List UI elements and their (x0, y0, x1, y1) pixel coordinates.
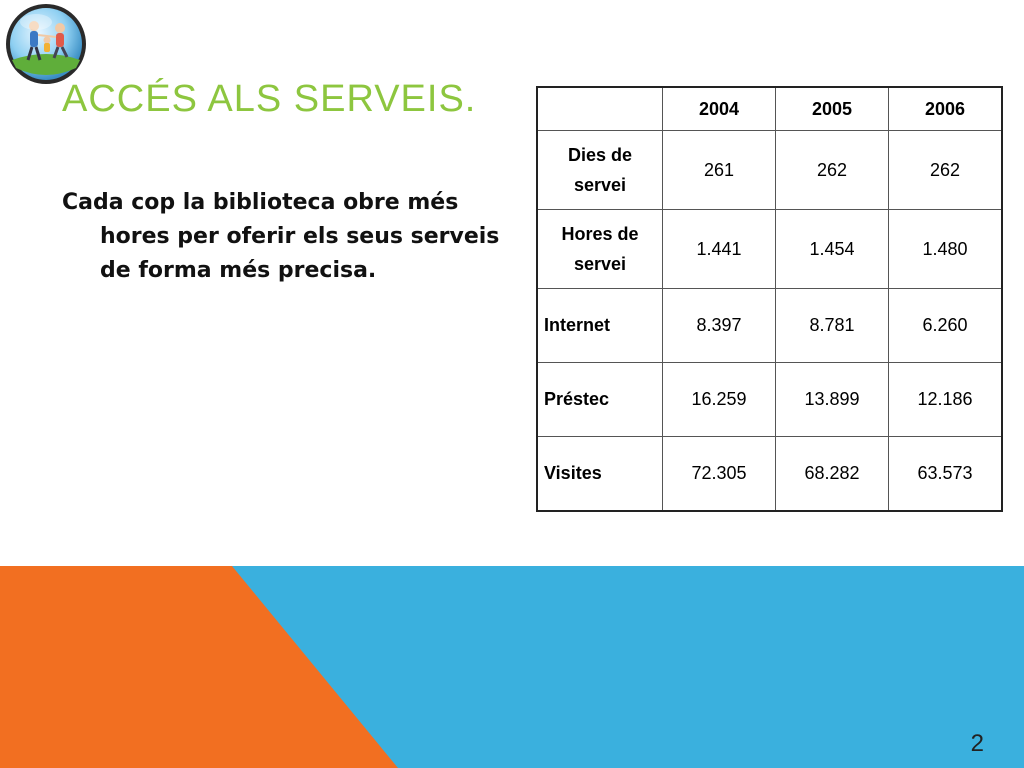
table-row: Préstec 16.259 13.899 12.186 (536, 362, 1003, 437)
family-globe-icon (6, 4, 86, 84)
table-cell: 262 (888, 130, 1003, 210)
table-cell: 1.454 (775, 209, 889, 289)
table-row: Dies de servei 261 262 262 (536, 130, 1003, 210)
table-cell: 68.282 (775, 436, 889, 512)
table-cell: 1.480 (888, 209, 1003, 289)
page-number: 2 (970, 730, 984, 757)
table-cell: 262 (775, 130, 889, 210)
row-label: Visites (536, 436, 663, 512)
row-label: Hores de servei (536, 209, 663, 289)
table-header-corner (536, 86, 663, 131)
table-header-row: 2004 2005 2006 (536, 86, 1003, 131)
table-cell: 1.441 (662, 209, 776, 289)
table-cell: 13.899 (775, 362, 889, 437)
table-cell: 16.259 (662, 362, 776, 437)
table-row: Hores de servei 1.441 1.454 1.480 (536, 209, 1003, 289)
table-cell: 63.573 (888, 436, 1003, 512)
table-cell: 261 (662, 130, 776, 210)
table-cell: 8.397 (662, 288, 776, 363)
row-label: Préstec (536, 362, 663, 437)
slide-title: Accés als serveis. (62, 78, 477, 120)
table-cell: 8.781 (775, 288, 889, 363)
stats-table: 2004 2005 2006 Dies de servei 261 262 26… (536, 86, 1003, 512)
slide-body-text: Cada cop la biblioteca obre més hores pe… (62, 190, 500, 283)
table-header-year: 2004 (662, 86, 776, 131)
table-header-year: 2005 (775, 86, 889, 131)
table-row: Internet 8.397 8.781 6.260 (536, 288, 1003, 363)
row-label: Internet (536, 288, 663, 363)
table-cell: 72.305 (662, 436, 776, 512)
table-row: Visites 72.305 68.282 63.573 (536, 436, 1003, 512)
decorative-color-band (0, 566, 1024, 768)
table-cell: 6.260 (888, 288, 1003, 363)
table-header-year: 2006 (888, 86, 1003, 131)
row-label: Dies de servei (536, 130, 663, 210)
table-cell: 12.186 (888, 362, 1003, 437)
